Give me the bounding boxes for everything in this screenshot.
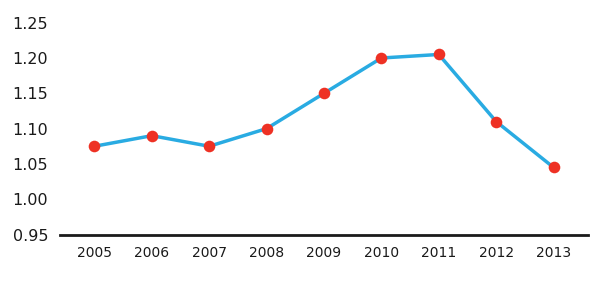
Point bbox=[262, 126, 271, 131]
Point bbox=[549, 165, 559, 170]
Point bbox=[491, 119, 501, 124]
Point bbox=[205, 144, 214, 148]
Point bbox=[319, 91, 329, 96]
Point bbox=[89, 144, 99, 148]
Point bbox=[377, 56, 386, 60]
Point bbox=[434, 52, 443, 57]
Point bbox=[147, 133, 157, 138]
